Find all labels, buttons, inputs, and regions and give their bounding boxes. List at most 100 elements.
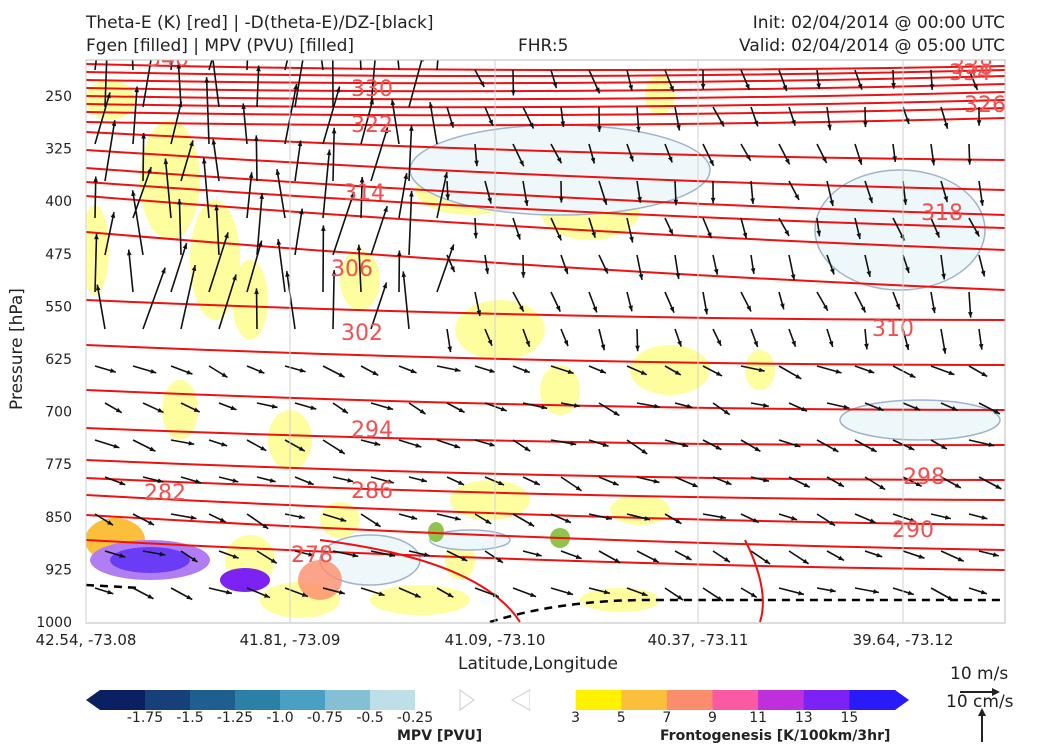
wind-vector-head-142 [941, 273, 946, 280]
wind-vector-head-154 [476, 310, 482, 317]
wind-vector-head-191 [978, 343, 984, 350]
fgen-region-18 [645, 75, 675, 115]
wind-vector-head-102 [326, 149, 332, 156]
fgen-colorbar-cell-5 [758, 690, 805, 710]
wind-vector-head-359 [980, 589, 987, 595]
fgen-region-1 [140, 120, 200, 240]
wind-vector-head-281 [763, 477, 770, 483]
wind-vector-head-165 [895, 303, 900, 310]
wind-vector-head-308 [869, 518, 876, 523]
wind-vector-head-37 [596, 126, 602, 132]
wind-vector-head-338 [186, 594, 193, 600]
title-line-2: Fgen [filled] | MPV (PVU) [filled] [86, 36, 355, 56]
wind-vector-168 [96, 284, 106, 330]
wind-vector-head-79 [383, 127, 389, 134]
wind-vector-head-256 [715, 444, 722, 450]
wind-vector-head-99 [201, 157, 207, 164]
wind-vector-74 [180, 140, 194, 182]
wind-vector-head-164 [860, 306, 866, 313]
wind-vector-head-40 [719, 120, 724, 127]
wind-vector-149 [277, 239, 286, 293]
wind-vector-head-345 [447, 592, 454, 598]
fgen-region-0 [86, 80, 135, 120]
theta-e-label-302: 302 [341, 321, 383, 346]
wind-vector-head-248 [415, 443, 422, 448]
wind-vector-head-132 [563, 268, 569, 275]
wind-vector-head-133 [603, 267, 608, 274]
wind-vector-head-237 [914, 405, 921, 411]
wind-vector-head-176 [401, 271, 407, 278]
wind-vector-head-242 [188, 440, 195, 446]
wind-vector-head-13 [595, 87, 600, 94]
wind-vector-head-304 [720, 514, 726, 520]
fgen-tick-2: 7 [662, 710, 671, 726]
wind-vector-head-190 [942, 347, 947, 354]
wind-vector-head-229 [613, 410, 620, 416]
wind-vector-head-310 [944, 515, 951, 520]
mpv-colorbar-label: MPV [PVU] [397, 728, 483, 744]
wind-vector-head-177 [447, 346, 453, 353]
wind-vector-head-10 [479, 81, 485, 88]
wind-vector-73 [142, 132, 145, 182]
wind-vector-105 [436, 171, 448, 219]
wind-vector-175 [370, 282, 388, 330]
theta-e-contour-5 [86, 99, 1005, 109]
fgen-region-10 [86, 205, 109, 295]
fgen-colorbar-label: Frontogenesis [K/100km/3hr] [660, 728, 891, 744]
wind-vector-56 [391, 99, 400, 145]
wind-vector-head-298 [485, 518, 492, 524]
wind-vector-78 [332, 127, 336, 182]
wind-vector-head-182 [635, 345, 640, 352]
wind-vector-head-83 [524, 200, 529, 206]
wind-vector-head-160 [703, 308, 709, 315]
wind-vector-head-89 [750, 198, 755, 204]
theta-e-contour-surface-2 [744, 539, 764, 623]
wind-vector-29 [294, 60, 304, 108]
wind-vector-head-174 [331, 270, 337, 276]
wind-vector-125 [294, 208, 303, 256]
wind-vector-head-71 [967, 159, 972, 165]
mpv-tick-1: -1.5 [176, 710, 203, 726]
x-tick-3: 40.37, -73.11 [648, 631, 749, 649]
theta-e-label-334: 334 [949, 61, 991, 86]
wind-vector-head-128 [409, 190, 414, 197]
wind-vector-head-15 [669, 85, 674, 92]
wind-vector-head-11 [510, 89, 516, 96]
wind-vector-head-163 [823, 304, 828, 311]
wind-vector-head-273 [458, 480, 465, 485]
mpv-tick-6: -0.25 [397, 710, 433, 726]
theta-e-contour-20 [86, 494, 1005, 526]
wind-vector-head-166 [931, 307, 937, 314]
wind-vector-head-260 [870, 447, 877, 452]
wind-vector-head-282 [803, 482, 810, 488]
wind-vector-head-307 [829, 520, 836, 526]
theta-e-contour-12 [86, 195, 1005, 251]
wind-vector-head-335 [992, 552, 999, 557]
wind-vector-head-280 [725, 480, 732, 485]
wind-vector-146 [170, 242, 188, 293]
wind-vector-head-231 [686, 403, 693, 409]
fgen-colorbar-min-arrow [510, 689, 531, 711]
wind-vector-head-168 [95, 284, 101, 291]
y-tick-625: 625 [45, 352, 72, 368]
wind-vector-98 [164, 158, 172, 219]
wind-vector-head-357 [907, 590, 914, 596]
wind-vector-head-118 [935, 231, 940, 238]
theta-e-label-314: 314 [343, 181, 385, 206]
wind-vector-head-130 [484, 268, 490, 274]
fgen-colorbar-cell-0 [530, 690, 577, 710]
wind-vector-102 [322, 149, 331, 219]
wind-vector-head-268 [269, 478, 276, 483]
wind-vector-head-214 [948, 370, 955, 375]
wind-vector-head-299 [528, 521, 535, 527]
wind-vector-head-291 [219, 517, 226, 523]
wind-vector-head-314 [191, 556, 198, 562]
valid-time: Valid: 02/04/2014 @ 05:00 UTC [739, 36, 1005, 56]
wind-vector-head-75 [211, 138, 217, 145]
wind-vector-head-339 [225, 589, 232, 595]
wind-vector-head-108 [556, 234, 562, 241]
wind-vector-head-328 [723, 557, 730, 563]
wind-vector-head-201 [454, 367, 461, 373]
wind-vector-50 [170, 101, 183, 145]
